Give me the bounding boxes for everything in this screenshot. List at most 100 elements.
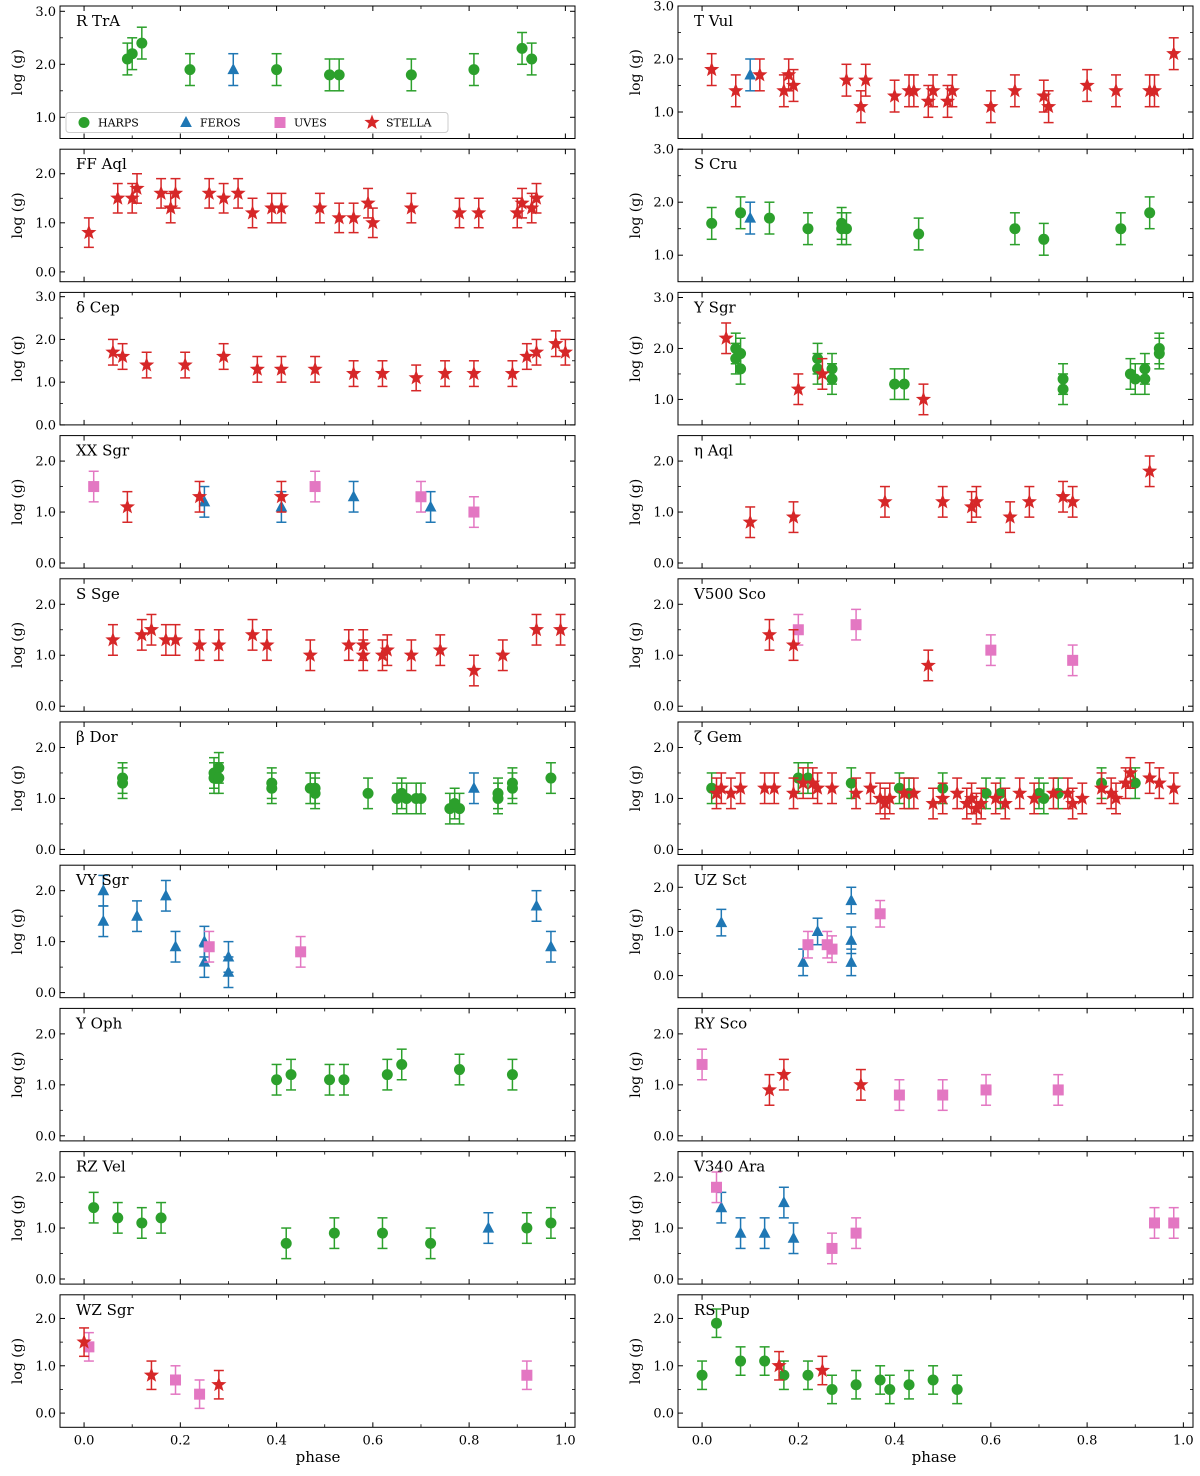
- panel-frame: [59, 578, 576, 712]
- panel-s-sge: 0.0 1.0 2.0 log (g) S Sge: [10, 578, 576, 715]
- panel-ff-aql: 0.0 1.0 2.0 log (g) FF Aql: [10, 148, 576, 283]
- x-tick-label: 1.0: [555, 1433, 576, 1448]
- data-point: [734, 1226, 747, 1238]
- legend-label: STELLA: [386, 117, 433, 130]
- data-point: [920, 657, 936, 672]
- data-point: [814, 365, 830, 381]
- data-point: [1168, 1217, 1180, 1229]
- y-tick-label: 1.0: [35, 111, 56, 126]
- data-point: [119, 498, 135, 514]
- data-point: [925, 82, 941, 98]
- data-point: [1142, 463, 1158, 478]
- y-tick-label: 2.0: [653, 196, 674, 211]
- panel-rz-vel: 0.0 1.0 2.0 log (g) RZ Vel: [10, 1151, 576, 1288]
- data-point: [274, 117, 286, 128]
- data-point: [1144, 207, 1156, 219]
- y-tick-label: 3.0: [653, 143, 674, 158]
- data-point: [552, 621, 569, 637]
- data-point: [324, 1074, 336, 1086]
- data-point: [309, 481, 321, 493]
- data-point: [453, 1064, 465, 1076]
- data-point: [718, 330, 734, 345]
- data-point: [545, 940, 557, 952]
- data-point: [723, 785, 739, 800]
- data-point: [744, 68, 757, 80]
- data-point: [795, 775, 811, 790]
- panel-title: β Dor: [76, 728, 118, 746]
- data-point: [345, 209, 362, 225]
- data-point: [906, 82, 922, 98]
- data-point: [1038, 233, 1050, 245]
- panel-ry-sco: 0.0 1.0 2.0 log (g) RY Sco: [628, 1007, 1194, 1144]
- x-tick-label: 0.8: [1077, 1433, 1098, 1448]
- panel-xx-sgr: 0.0 1.0 2.0 log (g) XX Sgr: [10, 435, 576, 572]
- data-point: [528, 344, 545, 359]
- y-tick-label: 2.0: [35, 167, 56, 182]
- y-tick-label: 0.0: [653, 1407, 674, 1422]
- data-point: [177, 357, 193, 372]
- data-point: [184, 64, 196, 76]
- data-point: [521, 1369, 533, 1381]
- series-stella: [761, 618, 936, 682]
- data-point: [1036, 88, 1052, 103]
- data-point: [811, 924, 824, 936]
- data-point: [1153, 348, 1165, 360]
- panel-frame: [677, 148, 1194, 283]
- y-tick-label: 1.0: [653, 106, 674, 121]
- data-point: [935, 790, 951, 805]
- data-point: [285, 1069, 297, 1081]
- data-point: [403, 200, 419, 215]
- panel-title: S Sge: [76, 585, 120, 603]
- y-tick-label: 0.0: [653, 843, 674, 858]
- data-point: [1093, 780, 1110, 795]
- y-tick-label: 2.0: [35, 884, 56, 899]
- data-point: [295, 946, 307, 958]
- data-point: [787, 1231, 800, 1243]
- y-tick-label: 0.0: [35, 418, 56, 433]
- panel-title: FF Aql: [76, 155, 127, 173]
- y-tick-label: 2.0: [653, 342, 674, 357]
- y-tick-label: 1.0: [35, 1222, 56, 1237]
- panel-title: VY Sgr: [75, 871, 129, 889]
- legend-label: HARPS: [98, 117, 139, 130]
- data-point: [893, 1089, 905, 1101]
- data-point: [158, 631, 174, 647]
- data-point: [504, 365, 521, 381]
- data-point: [802, 939, 814, 951]
- x-axis-label-left: phase: [296, 1448, 341, 1466]
- data-point: [728, 82, 744, 98]
- data-point: [468, 64, 480, 76]
- data-point: [826, 1383, 838, 1395]
- data-point: [778, 1196, 790, 1208]
- data-point: [548, 335, 564, 351]
- data-point: [840, 223, 852, 235]
- panel--dor: 0.0 1.0 2.0 log (g) β Dor: [10, 721, 576, 858]
- data-point: [708, 785, 725, 800]
- x-tick-label: 0.4: [266, 1433, 287, 1448]
- data-point: [785, 785, 802, 800]
- series-uves: [83, 1331, 533, 1410]
- data-point: [271, 1074, 283, 1086]
- series-uves: [696, 1048, 1064, 1112]
- y-tick-label: 1.0: [653, 506, 674, 521]
- series-feros: [227, 52, 240, 87]
- data-point: [545, 1217, 557, 1229]
- data-point: [495, 647, 511, 662]
- data-point: [117, 777, 129, 789]
- y-axis-label: log (g): [628, 1052, 644, 1098]
- data-point: [858, 72, 874, 87]
- data-point: [1007, 82, 1023, 98]
- data-point: [884, 1383, 896, 1395]
- panel-title: Y Sgr: [693, 298, 737, 316]
- data-point: [1041, 98, 1057, 114]
- panel-title: UZ Sct: [694, 871, 747, 889]
- y-tick-label: 2.0: [653, 1171, 674, 1186]
- data-point: [1002, 509, 1018, 524]
- data-point: [826, 1242, 838, 1254]
- data-point: [211, 1376, 227, 1392]
- y-tick-label: 3.0: [653, 0, 674, 15]
- data-point: [985, 644, 997, 656]
- data-point: [824, 780, 840, 795]
- data-point: [381, 1069, 393, 1081]
- y-tick-label: 2.0: [653, 881, 674, 896]
